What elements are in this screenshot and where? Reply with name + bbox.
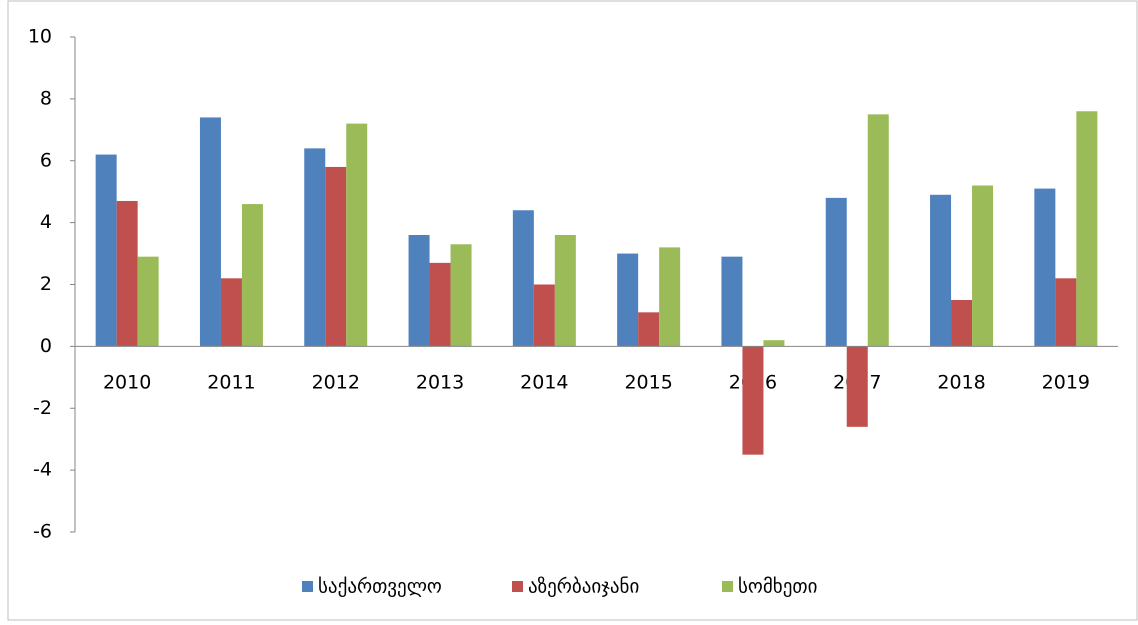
y-tick-label: 6 [40, 149, 52, 171]
bar [512, 210, 534, 347]
x-tick-label: 2012 [312, 372, 360, 394]
bar [304, 148, 326, 347]
y-tick-label: 4 [40, 211, 52, 233]
bar [867, 114, 889, 347]
bar [1055, 278, 1077, 347]
x-tick-label: 2014 [520, 372, 568, 394]
bar [972, 185, 994, 347]
bar [408, 235, 430, 347]
legend-label: სომხეთი [738, 576, 817, 598]
bar [116, 200, 138, 347]
y-tick-label: -4 [33, 459, 52, 481]
bar [846, 346, 868, 427]
bar [638, 312, 660, 347]
bar [554, 235, 576, 347]
bar [825, 197, 847, 347]
legend-label: საქართველო [318, 576, 442, 598]
bar [220, 278, 242, 347]
x-tick-label: 2011 [207, 372, 255, 394]
bar [137, 256, 159, 347]
bar [742, 346, 764, 455]
bar [930, 194, 952, 347]
bar [533, 284, 555, 347]
bar [617, 253, 639, 347]
bar [429, 262, 451, 347]
bar [450, 244, 472, 347]
bar [763, 340, 785, 347]
bar [325, 166, 347, 347]
x-tick-label: 2013 [416, 372, 464, 394]
y-tick-label: 0 [40, 335, 52, 357]
y-tick-label: 8 [40, 87, 52, 109]
bar [951, 299, 973, 347]
legend-swatch [302, 581, 313, 592]
bar [721, 256, 743, 347]
x-tick-label: 2018 [937, 372, 985, 394]
legend-label: აზერბაიჯანი [528, 576, 639, 598]
bar [95, 154, 117, 347]
x-tick-label: 2015 [624, 372, 672, 394]
bar [199, 117, 221, 347]
x-tick-label: 2019 [1042, 372, 1090, 394]
bar [241, 204, 263, 347]
bar [346, 123, 368, 347]
legend-swatch [512, 581, 523, 592]
y-tick-label: -6 [33, 521, 52, 543]
y-tick-label: -2 [33, 397, 52, 419]
bar [659, 247, 681, 347]
bar [1076, 111, 1098, 347]
bar [1034, 188, 1056, 347]
x-tick-label: 2010 [103, 372, 151, 394]
y-tick-label: 2 [40, 273, 52, 295]
y-tick-label: 10 [28, 26, 52, 48]
legend-swatch [722, 581, 733, 592]
